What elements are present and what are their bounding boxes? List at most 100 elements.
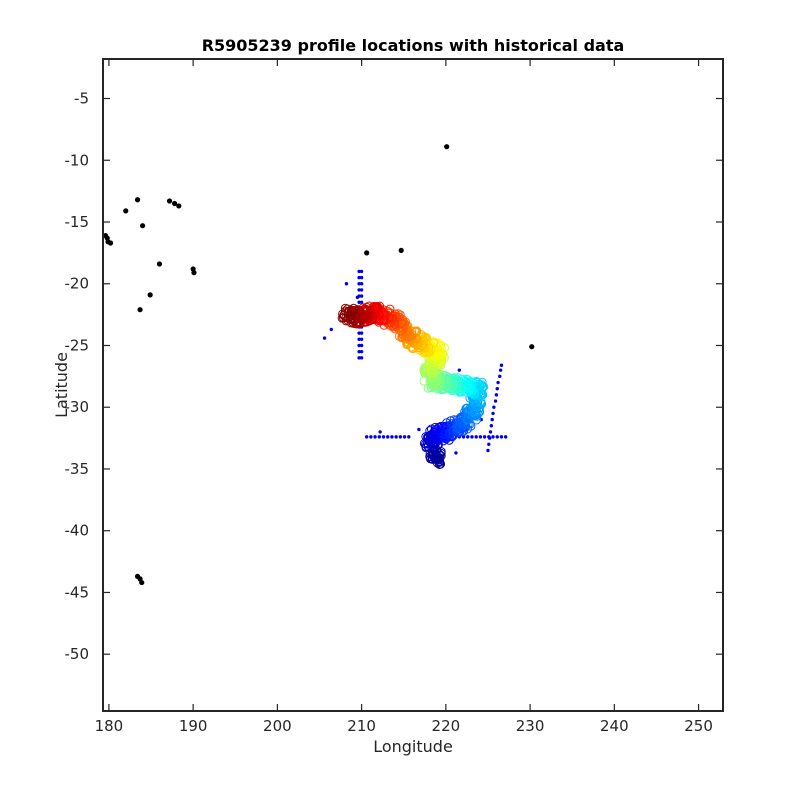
historical-point xyxy=(498,374,502,379)
profile-point xyxy=(444,428,454,438)
historical-point xyxy=(357,300,361,304)
y-tick-label: -35 xyxy=(65,460,90,478)
historical-point xyxy=(357,282,361,286)
profile-point xyxy=(381,310,391,320)
profile-point xyxy=(455,422,465,432)
historical-point xyxy=(474,435,478,439)
land-point xyxy=(172,200,178,207)
historical-point xyxy=(495,435,499,439)
historical-point xyxy=(364,435,369,439)
historical-point xyxy=(344,282,349,286)
historical-point xyxy=(359,269,364,274)
historical-point xyxy=(359,349,364,354)
plot-area xyxy=(103,59,723,711)
profile-point xyxy=(474,407,484,417)
y-tick-label: -10 xyxy=(65,151,90,169)
historical-point xyxy=(494,393,499,397)
historical-markers xyxy=(322,269,508,455)
y-tick-label: -20 xyxy=(65,275,90,293)
land-point xyxy=(364,250,370,256)
historical-point xyxy=(359,294,364,298)
y-axis-label: Latitude xyxy=(52,352,71,418)
historical-point xyxy=(359,331,364,335)
plot-frame xyxy=(102,58,724,712)
historical-point xyxy=(386,435,390,439)
historical-point xyxy=(359,288,364,292)
historical-point xyxy=(487,436,492,440)
historical-point xyxy=(486,448,490,453)
profile-point xyxy=(348,306,358,316)
axis-ticks: 180 190 200 210 220 230 240 250 -5 -10 -15 -20 -25 -3… xyxy=(65,59,723,735)
x-tick-label: 180 xyxy=(95,717,124,735)
profile-point xyxy=(440,380,450,390)
historical-point xyxy=(359,337,364,342)
profile-point xyxy=(338,313,348,323)
profile-point xyxy=(426,436,436,446)
profile-point xyxy=(457,384,467,394)
y-tick-label: -15 xyxy=(65,213,90,231)
profile-point xyxy=(463,375,473,385)
land-point xyxy=(139,579,145,586)
historical-point xyxy=(492,405,496,409)
x-tick-label: 230 xyxy=(516,717,545,735)
historical-point xyxy=(359,300,364,304)
historical-point xyxy=(478,435,483,439)
historical-point xyxy=(407,435,411,439)
land-point xyxy=(529,344,535,350)
historical-point xyxy=(417,427,421,432)
historical-point xyxy=(322,336,327,340)
historical-point xyxy=(499,435,504,439)
profile-point xyxy=(419,376,429,386)
y-tick-label: -25 xyxy=(65,336,90,354)
historical-point xyxy=(498,368,503,372)
historical-point xyxy=(373,435,377,439)
historical-point xyxy=(359,282,364,286)
profile-point xyxy=(462,377,472,387)
land-point xyxy=(176,203,182,209)
historical-point xyxy=(493,399,498,403)
historical-point xyxy=(487,442,491,446)
historical-point xyxy=(496,380,500,385)
land-point xyxy=(444,144,450,150)
historical-point xyxy=(461,435,466,439)
historical-point xyxy=(357,337,361,342)
historical-point xyxy=(378,430,382,434)
historical-point xyxy=(457,368,462,372)
profile-point xyxy=(425,452,435,462)
x-tick-label: 200 xyxy=(263,717,292,735)
historical-point xyxy=(357,294,361,298)
historical-point xyxy=(454,451,458,455)
profile-point xyxy=(398,321,408,331)
historical-point xyxy=(402,435,407,439)
historical-point xyxy=(381,435,386,439)
historical-point xyxy=(503,435,508,439)
historical-point xyxy=(398,435,403,439)
y-tick-label: -40 xyxy=(65,522,90,540)
historical-point xyxy=(357,349,361,354)
profile-point xyxy=(346,314,356,324)
historical-point xyxy=(499,363,504,367)
profile-point xyxy=(453,419,463,429)
profile-markers xyxy=(337,301,489,469)
historical-point xyxy=(466,435,470,439)
profile-point xyxy=(395,310,405,320)
historical-point xyxy=(491,435,495,439)
profile-point xyxy=(393,309,403,319)
historical-point xyxy=(470,435,474,439)
historical-point xyxy=(490,417,494,422)
land-point xyxy=(139,223,146,229)
chart-title: R5905239 profile locations with historic… xyxy=(202,36,625,55)
historical-point xyxy=(357,269,361,274)
x-tick-label: 220 xyxy=(432,717,461,735)
historical-point xyxy=(489,424,494,428)
land-point xyxy=(398,247,404,254)
historical-point xyxy=(394,435,398,439)
historical-point xyxy=(357,356,361,360)
x-tick-label: 210 xyxy=(347,717,376,735)
y-tick-label: -30 xyxy=(65,398,90,416)
land-point xyxy=(134,197,141,203)
historical-point xyxy=(357,343,361,348)
historical-point xyxy=(369,435,373,439)
profile-point xyxy=(390,319,400,329)
